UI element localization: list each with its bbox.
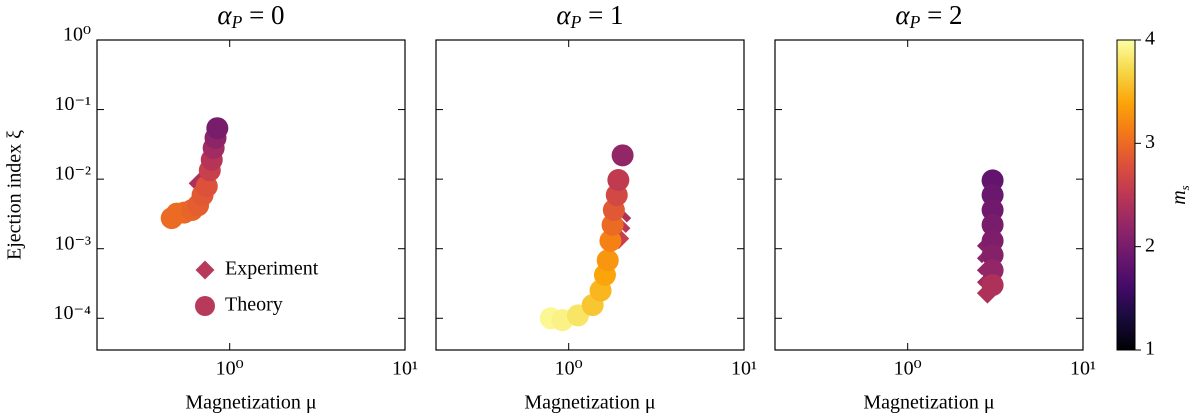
circle-marker [206,117,229,140]
label-base: m [1168,190,1190,204]
circle-marker [981,274,1004,297]
y-tick-label: 10⁻² [54,163,91,185]
x-axis-label: Magnetization μ [524,392,655,414]
chart-title: αP = 2 [895,0,962,32]
x-tick-label: 10¹ [1070,358,1096,380]
plot-frame [435,39,745,351]
colorbar-tick-label: 2 [1145,234,1155,256]
x-tick-label: 10¹ [392,358,418,380]
label-rest: = 2 [920,0,962,30]
colorbar [1116,39,1136,351]
colorbar-tick-label: 3 [1145,131,1155,153]
circle-marker [607,169,630,192]
label-base: α [556,0,571,30]
colorbar-tick-label: 4 [1145,28,1155,50]
x-tick-label: 10⁰ [894,358,922,380]
colorbar-tick-label: 1 [1145,338,1155,360]
y-tick-label: 10⁻³ [54,232,91,254]
circle-marker [981,213,1004,236]
label-sub: s [1177,185,1192,190]
colorbar-label: ms [1168,185,1192,205]
legend-marker [195,296,215,316]
circle-marker [611,144,634,167]
x-tick-label: 10⁰ [555,358,583,380]
label-sub: P [570,12,582,32]
circle-marker [596,249,619,272]
label-base: α [217,0,232,30]
legend-marker [193,258,217,282]
plot-frame [96,39,406,351]
chart-title: αP = 1 [556,0,623,32]
y-tick-label: 10⁻¹ [54,93,91,115]
label-sub: P [231,12,243,32]
x-axis-label: Magnetization μ [185,392,316,414]
label-base: α [895,0,910,30]
y-tick-label: 10⁻⁴ [53,302,91,324]
x-tick-label: 10⁰ [216,358,244,380]
legend-label: Experiment [225,258,319,280]
label-rest: = 0 [242,0,284,30]
label-rest: = 1 [581,0,623,30]
circle-marker [981,244,1004,267]
label-sub: P [909,12,921,32]
chart-title: αP = 0 [217,0,284,32]
x-axis-label: Magnetization μ [863,392,994,414]
plot-frame [774,39,1084,351]
legend-label: Theory [225,294,283,316]
y-tick-label: 10⁰ [63,24,91,46]
x-tick-label: 10¹ [731,358,757,380]
y-axis-label: Ejection index ξ [4,130,26,260]
